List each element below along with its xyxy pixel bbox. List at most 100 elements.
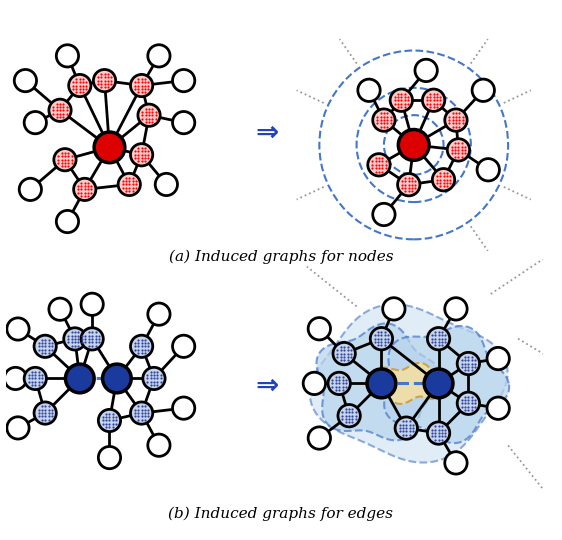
Point (447, 149, 456, 158)
Point (34, 371, 43, 380)
Point (137, 88, 146, 97)
Point (97, 73, 106, 82)
Point (91, 341, 100, 350)
Point (351, 408, 360, 417)
Point (390, 96, 399, 105)
Point (461, 149, 470, 158)
Point (103, 83, 112, 92)
Point (137, 409, 146, 417)
Point (81, 335, 90, 343)
Point (467, 356, 476, 364)
Point (118, 184, 127, 192)
Point (134, 144, 143, 152)
Point (446, 179, 455, 187)
Point (436, 168, 445, 177)
Point (470, 362, 479, 371)
Point (144, 342, 153, 350)
Circle shape (390, 89, 413, 111)
Point (345, 418, 353, 427)
Point (457, 402, 466, 411)
Point (81, 338, 90, 347)
Point (437, 331, 446, 340)
Point (102, 420, 111, 428)
Point (137, 144, 146, 152)
Point (105, 413, 114, 422)
Point (67, 152, 76, 161)
Point (409, 427, 418, 436)
Point (338, 415, 347, 423)
Point (97, 79, 106, 88)
Point (88, 328, 97, 336)
Point (467, 366, 476, 375)
Circle shape (445, 109, 467, 131)
Point (397, 177, 406, 186)
Point (374, 331, 383, 340)
Point (144, 104, 153, 113)
Point (455, 116, 464, 124)
Point (430, 426, 439, 434)
Circle shape (98, 447, 121, 469)
Point (332, 382, 341, 391)
Point (146, 381, 155, 389)
Circle shape (130, 402, 153, 424)
Point (75, 81, 84, 90)
Point (34, 339, 43, 347)
Point (153, 377, 162, 386)
Point (103, 76, 112, 85)
Point (28, 374, 37, 383)
Point (31, 371, 40, 380)
Point (432, 176, 441, 184)
Point (102, 413, 111, 422)
Point (332, 379, 341, 388)
Point (103, 70, 112, 78)
Point (368, 164, 377, 172)
Point (82, 85, 91, 93)
Point (448, 119, 457, 128)
Point (153, 371, 162, 380)
Point (130, 339, 139, 347)
Point (59, 113, 68, 122)
Point (128, 180, 137, 189)
Point (374, 334, 383, 343)
Point (34, 377, 43, 386)
Point (343, 349, 352, 358)
Point (105, 416, 114, 425)
Point (345, 408, 353, 417)
Point (426, 89, 435, 98)
Point (52, 103, 61, 111)
Point (437, 341, 446, 350)
Point (427, 429, 436, 437)
Point (108, 416, 117, 425)
Point (398, 430, 407, 439)
Point (343, 342, 352, 351)
Point (118, 177, 127, 185)
Circle shape (143, 367, 165, 389)
Point (132, 180, 140, 189)
Point (470, 396, 479, 404)
Point (102, 409, 111, 418)
Point (434, 334, 443, 343)
Point (151, 114, 160, 123)
Point (336, 353, 345, 361)
Point (67, 341, 76, 350)
Point (378, 167, 387, 176)
Point (148, 107, 157, 116)
Point (54, 152, 63, 161)
Circle shape (415, 59, 437, 82)
Circle shape (81, 293, 103, 315)
Point (105, 420, 114, 428)
Point (49, 103, 58, 111)
Point (34, 367, 43, 376)
Point (436, 176, 445, 184)
Circle shape (370, 327, 393, 350)
Point (439, 176, 448, 184)
Point (373, 112, 382, 121)
Point (128, 187, 137, 195)
Point (423, 99, 432, 108)
Circle shape (447, 139, 470, 161)
Circle shape (81, 328, 103, 350)
Point (467, 402, 476, 411)
Point (460, 359, 469, 368)
Point (383, 119, 392, 128)
Point (457, 139, 466, 147)
